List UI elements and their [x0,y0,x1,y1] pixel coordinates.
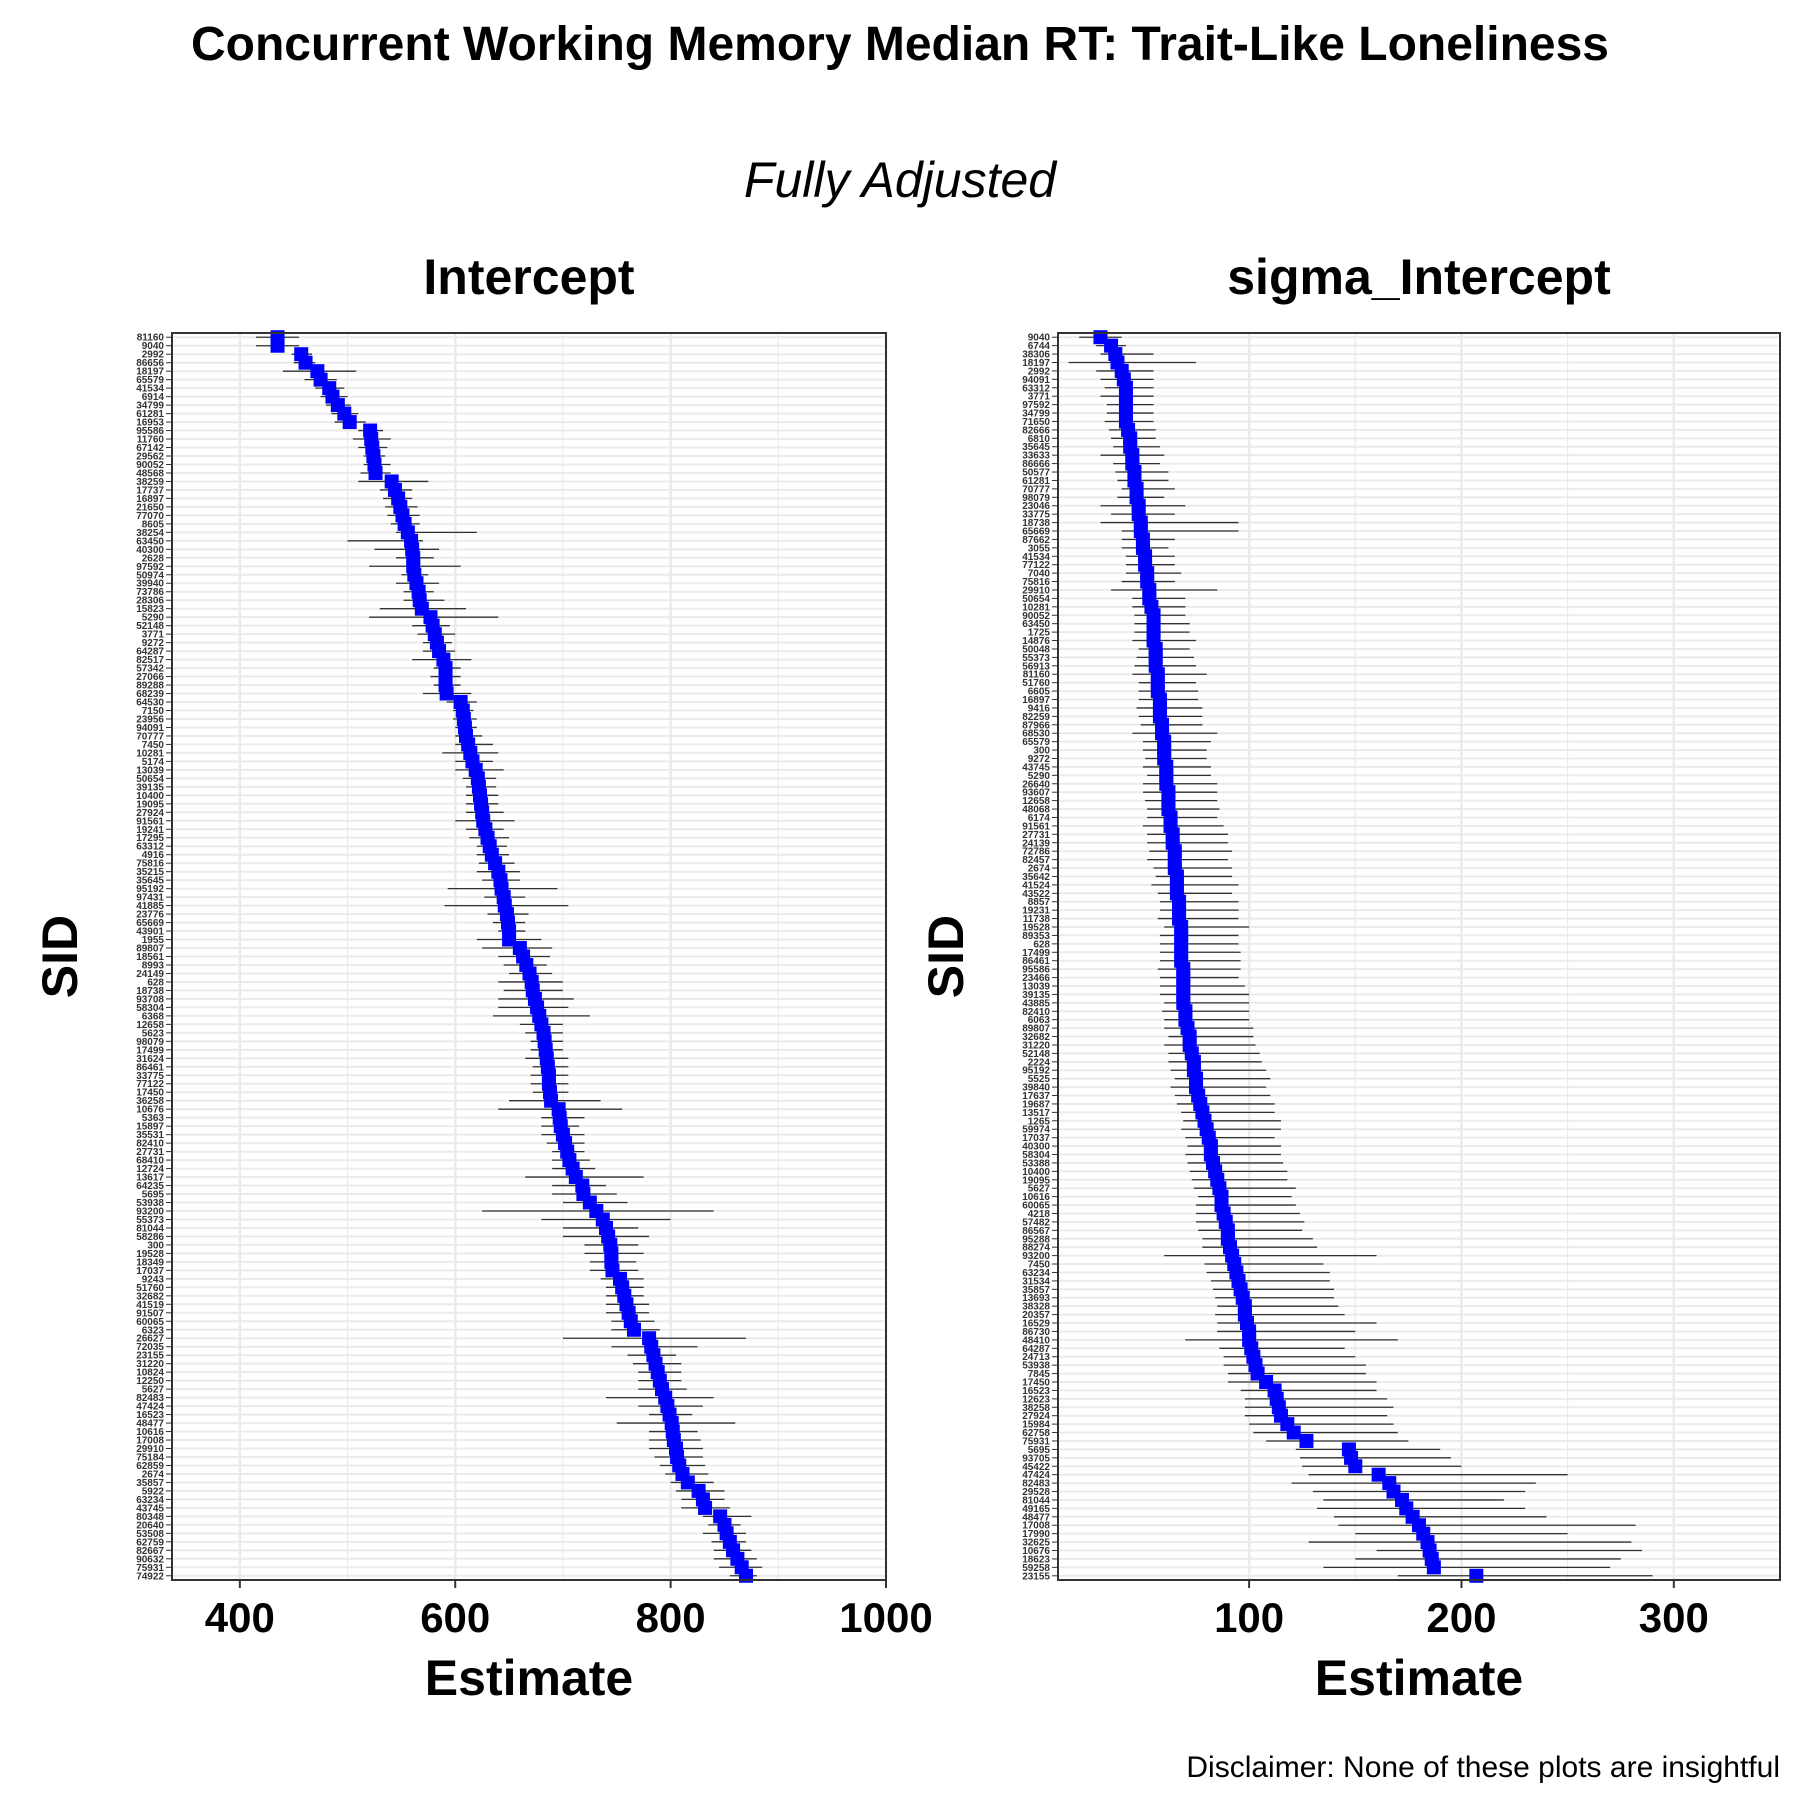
y-axis-label: SID [32,915,88,998]
data-point [1287,1426,1301,1440]
x-tick-label: 100 [1214,1594,1284,1641]
x-tick-label: 800 [636,1594,706,1641]
data-point [627,1323,641,1337]
panel-1: 8116090402992866561819765579415346914347… [32,249,933,1706]
x-tick-label: 200 [1426,1594,1496,1641]
x-tick-label: 1000 [839,1594,932,1641]
panel-background [1058,333,1780,1580]
data-point [1299,1434,1313,1448]
caption: Disclaimer: None of these plots are insi… [1186,1750,1780,1786]
data-point [698,1501,712,1515]
data-point [1427,1560,1441,1574]
x-axis-label: Estimate [425,1650,633,1706]
y-tick-label: 23155 [1022,1571,1050,1582]
panel-2: 9040674438306181972992940916331237719759… [918,249,1780,1706]
x-axis-label: Estimate [1315,1650,1523,1706]
x-tick-label: 300 [1639,1594,1709,1641]
panel-title: Intercept [423,249,635,305]
x-tick-label: 400 [205,1594,275,1641]
data-point [271,339,285,353]
x-tick-label: 600 [420,1594,490,1641]
y-axis-label: SID [918,915,974,998]
data-point [440,687,454,701]
y-tick-label: 74922 [136,1571,164,1582]
data-point [1348,1459,1362,1473]
panel-title: sigma_Intercept [1227,249,1611,305]
data-point [343,415,357,429]
data-point [369,466,383,480]
